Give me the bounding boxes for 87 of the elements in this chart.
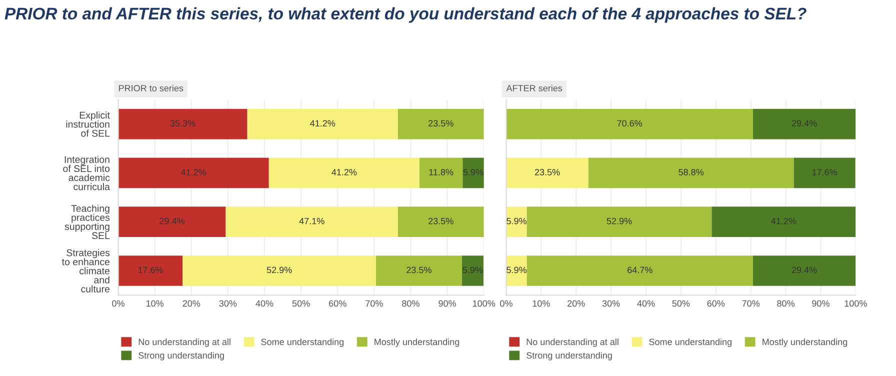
bar bbox=[506, 158, 588, 188]
x-tick-label: 90% bbox=[438, 300, 456, 307]
data-label: 5.9% bbox=[506, 218, 527, 224]
bar bbox=[526, 256, 753, 286]
legend-label: No understanding at all bbox=[138, 338, 230, 347]
x-tick-label: 70% bbox=[366, 300, 383, 307]
bar bbox=[118, 256, 183, 286]
bar bbox=[420, 158, 463, 188]
bar bbox=[526, 206, 712, 237]
chart-title: PRIOR to and AFTER this series, to what extent do you understand each of the 4 approaches to SEL? bbox=[4, 7, 806, 23]
data-label: 5.9% bbox=[506, 266, 527, 274]
x-tick-label: 10% bbox=[532, 300, 550, 307]
bar bbox=[506, 256, 527, 286]
y-tick-label: Teaching practices supporting SEL bbox=[64, 204, 110, 240]
legend-label: No understanding at all bbox=[526, 338, 618, 347]
legend-label: Mostly understanding bbox=[762, 338, 848, 347]
legend-label: Strong understanding bbox=[526, 352, 612, 360]
bar bbox=[752, 108, 856, 140]
legend-label: Some understanding bbox=[261, 338, 344, 347]
data-label: 41.2% bbox=[310, 120, 336, 126]
bar bbox=[794, 158, 856, 188]
x-tick-label: 100% bbox=[472, 300, 496, 307]
x-tick-label: 80% bbox=[777, 300, 795, 307]
data-label: 23.5% bbox=[406, 266, 432, 274]
data-label: 70.6% bbox=[617, 120, 642, 127]
bar bbox=[247, 108, 398, 140]
bar bbox=[376, 256, 462, 286]
bar bbox=[118, 108, 248, 140]
legend-label: Some understanding bbox=[649, 338, 732, 347]
data-label: 52.9% bbox=[606, 218, 632, 224]
x-tick-label: 80% bbox=[402, 300, 420, 307]
data-label: 5.9% bbox=[463, 168, 484, 176]
y-tick-label: Integration of SEL into academic curricula bbox=[63, 156, 110, 190]
legend-label: Strong understanding bbox=[138, 352, 224, 360]
data-label: 41.2% bbox=[332, 168, 357, 176]
bar bbox=[506, 108, 753, 140]
y-tick-label: Explicit instruction of SEL bbox=[66, 111, 110, 137]
x-tick-label: 20% bbox=[182, 300, 200, 307]
data-label: 17.6% bbox=[138, 266, 163, 274]
x-tick-label: 30% bbox=[602, 300, 620, 307]
data-label: 64.7% bbox=[628, 266, 652, 274]
data-label: 5.9% bbox=[462, 266, 483, 274]
chart-subtitle: PRIOR to series bbox=[119, 84, 184, 92]
bar bbox=[506, 206, 527, 237]
bar bbox=[118, 206, 226, 237]
bar bbox=[118, 158, 269, 188]
data-label: 29.4% bbox=[792, 266, 817, 274]
data-label: 11.8% bbox=[429, 168, 454, 176]
data-label: 41.2% bbox=[180, 168, 206, 176]
y-tick-label: Strategies to enhance climate and culture bbox=[62, 249, 110, 292]
x-tick-label: 60% bbox=[707, 300, 725, 307]
chart-subtitle: AFTER series bbox=[506, 84, 562, 92]
data-label: 58.8% bbox=[678, 168, 704, 176]
data-label: 52.9% bbox=[266, 266, 292, 274]
bar bbox=[182, 256, 376, 286]
x-tick-label: 50% bbox=[672, 300, 690, 307]
x-tick-label: 50% bbox=[292, 300, 310, 307]
bar bbox=[268, 158, 420, 188]
data-label: 41.2% bbox=[771, 218, 796, 224]
data-label: 23.5% bbox=[534, 168, 560, 176]
x-tick-label: 0% bbox=[112, 300, 124, 307]
data-label: 17.6% bbox=[812, 168, 838, 176]
x-tick-label: 60% bbox=[329, 300, 346, 307]
bar bbox=[226, 206, 398, 237]
x-tick-label: 70% bbox=[742, 300, 760, 307]
data-label: 29.4% bbox=[792, 120, 817, 127]
bar bbox=[712, 206, 856, 237]
data-label: 35.3% bbox=[170, 120, 196, 127]
x-tick-label: 30% bbox=[219, 300, 237, 307]
bar bbox=[588, 158, 794, 188]
x-tick-label: 20% bbox=[568, 300, 585, 307]
x-tick-label: 40% bbox=[637, 300, 655, 307]
data-label: 29.4% bbox=[160, 218, 184, 224]
x-tick-label: 40% bbox=[256, 300, 274, 307]
bar bbox=[752, 256, 856, 286]
data-label: 47.1% bbox=[299, 218, 324, 224]
legend-label: Mostly understanding bbox=[374, 338, 460, 347]
bar bbox=[462, 158, 484, 188]
x-tick-label: 10% bbox=[146, 300, 164, 307]
x-tick-label: 0% bbox=[500, 300, 512, 307]
x-tick-label: 90% bbox=[812, 300, 830, 307]
data-label: 23.5% bbox=[428, 120, 454, 127]
bar bbox=[398, 108, 484, 140]
data-label: 23.5% bbox=[428, 218, 454, 224]
bar bbox=[398, 206, 484, 237]
x-tick-label: 100% bbox=[844, 300, 867, 307]
bar bbox=[462, 256, 484, 286]
